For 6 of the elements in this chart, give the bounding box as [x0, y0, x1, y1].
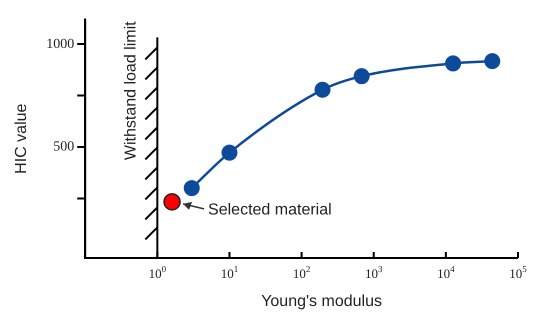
- y-axis-title: HIC value: [13, 103, 30, 174]
- x-axis-title: Young's modulus: [261, 293, 382, 310]
- annotation: Selected material: [208, 201, 332, 218]
- y-tick-label: 500: [53, 140, 74, 155]
- ref-line-label: Withstand load limit: [122, 20, 140, 160]
- y-tick-label: 1000: [46, 36, 74, 52]
